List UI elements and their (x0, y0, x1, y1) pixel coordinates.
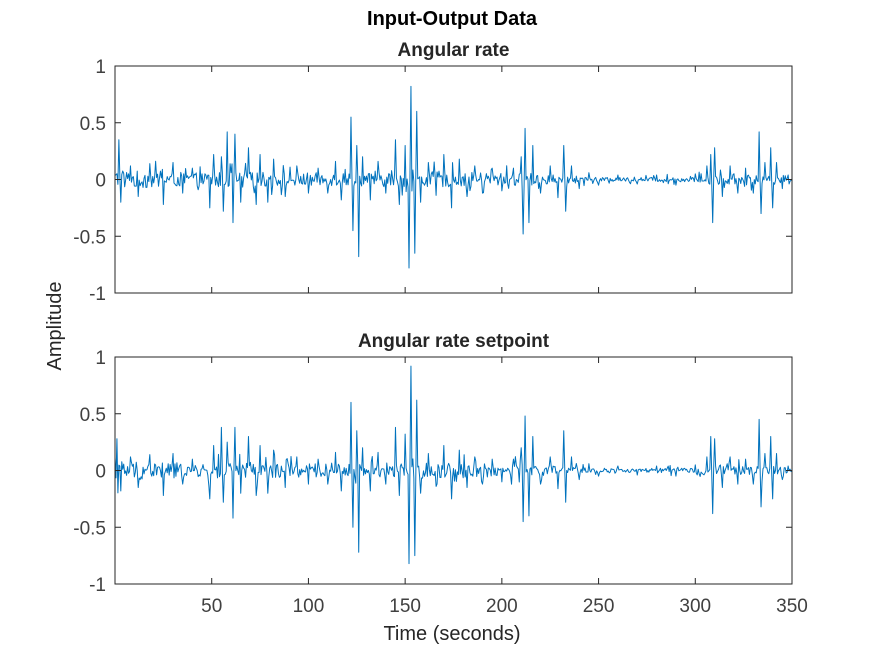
y-tick-label: -1 (89, 575, 106, 596)
series-line (114, 365, 793, 565)
subplot-title: Angular rate (398, 40, 510, 61)
y-tick-label: 0 (95, 171, 106, 192)
x-axis-label: Time (seconds) (383, 623, 520, 645)
y-tick-label: 1 (95, 348, 106, 369)
y-tick-label: 0 (95, 462, 106, 483)
subplot-title: Angular rate setpoint (358, 331, 550, 352)
x-tick-label: 150 (389, 596, 421, 617)
x-tick-label: 350 (776, 596, 808, 617)
subplot-1: Angular rate 1 0.5 0 -0.5 -1 (73, 40, 793, 305)
y-tick-label: -1 (89, 284, 106, 305)
y-tick-label: -0.5 (73, 227, 106, 248)
y-tick-label: -0.5 (73, 518, 106, 539)
figure-title: Input-Output Data (367, 8, 538, 30)
x-tick-label: 200 (486, 596, 518, 617)
y-axis-label: Amplitude (44, 282, 66, 371)
x-tick-label: 50 (201, 596, 222, 617)
x-tick-label: 250 (583, 596, 615, 617)
y-tick-label: 1 (95, 57, 106, 78)
x-tick-label: 100 (293, 596, 325, 617)
y-tick-label: 0.5 (80, 405, 106, 426)
subplot-2: Angular rate setpoint 1 0.5 0 -0.5 -1 50 100 150… (73, 331, 808, 617)
series-line (114, 85, 793, 269)
x-tick-label: 300 (679, 596, 711, 617)
y-tick-label: 0.5 (80, 114, 106, 135)
